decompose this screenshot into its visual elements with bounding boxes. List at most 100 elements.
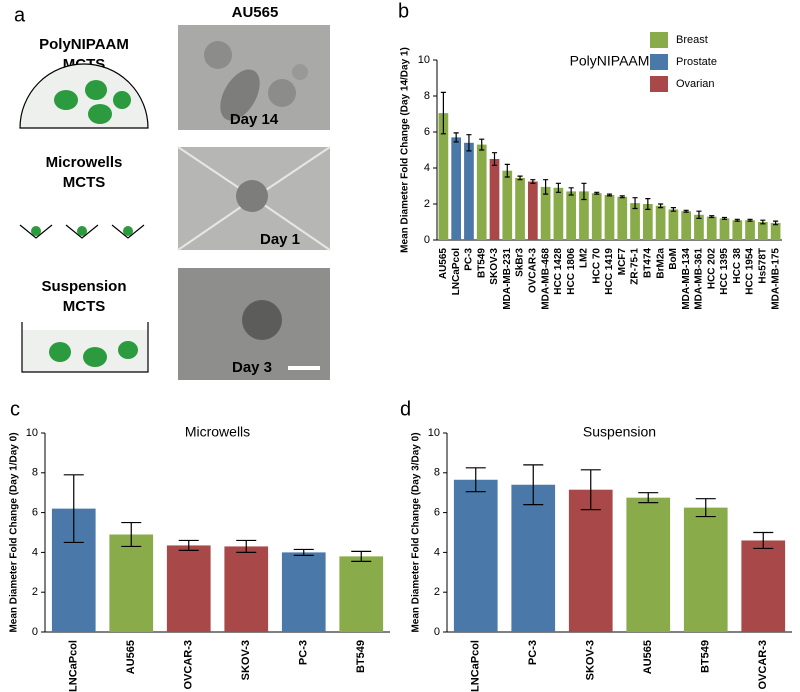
bar — [489, 159, 500, 240]
y-tick-label: 2 — [424, 198, 430, 210]
error-bar — [696, 210, 702, 219]
bar — [527, 181, 538, 240]
bar — [668, 209, 679, 240]
y-tick-label: 0 — [434, 626, 440, 638]
y-tick-label: 0 — [424, 234, 430, 246]
day-label: Day 1 — [260, 231, 300, 248]
error-bar — [465, 467, 486, 493]
error-bar — [670, 207, 676, 212]
x-tick-label: MDA-MB-468 — [540, 248, 551, 310]
day-label: Day 14 — [230, 111, 279, 128]
x-tick-label: SkBr3 — [515, 248, 526, 277]
y-tick-label: 2 — [32, 586, 38, 598]
error-bar — [638, 492, 659, 504]
error-bar — [747, 218, 753, 222]
y-tick-label: 6 — [424, 126, 430, 138]
bar — [502, 170, 513, 240]
chart-subtitle: Microwells — [185, 424, 250, 440]
x-tick-label: BT474 — [642, 248, 653, 278]
error-bar — [440, 91, 446, 135]
x-tick-label: HCC 1806 — [566, 248, 577, 295]
bar — [464, 142, 474, 240]
panel-label: c — [10, 398, 20, 420]
error-bar — [491, 152, 498, 166]
error-bar — [594, 191, 600, 195]
error-bar — [581, 182, 587, 201]
error-bar — [479, 138, 485, 151]
bar — [553, 187, 564, 240]
x-tick-label: HCC 38 — [732, 248, 743, 284]
y-axis-title: Mean Diameter Fold Change (Day 14/Day 1) — [400, 47, 411, 253]
panel-label: b — [398, 0, 409, 22]
error-bar — [760, 219, 766, 225]
y-tick-label: 6 — [32, 507, 38, 519]
x-tick-label: OVCAR-3 — [183, 640, 195, 690]
bar — [438, 113, 449, 240]
panel-label: d — [400, 398, 411, 420]
error-bar — [773, 220, 779, 226]
day-label: Day 3 — [232, 359, 272, 376]
bar — [694, 214, 704, 240]
x-tick-label: MDA-MB-134 — [681, 248, 692, 310]
error-bar — [632, 197, 638, 210]
error-bar — [543, 179, 549, 195]
x-tick-label: SKOV-3 — [489, 248, 500, 285]
error-bar — [453, 132, 459, 143]
y-tick-label: 10 — [428, 427, 440, 439]
error-bar — [63, 474, 84, 544]
row-labels: PolyNIPAAM MCTS Microwells MCTS Suspensi… — [39, 36, 129, 315]
bar — [757, 222, 768, 240]
y-axis-title: Mean Diameter Fold Change (Day 1/Day 0) — [9, 432, 20, 632]
x-tick-label: BT549 — [700, 640, 712, 673]
error-bar — [466, 134, 472, 152]
bar — [579, 191, 589, 240]
chart-subtitle: Suspension — [583, 424, 656, 440]
x-tick-label: BT549 — [355, 640, 367, 673]
error-bar — [293, 548, 314, 556]
x-tick-label: LM2 — [579, 248, 590, 268]
x-tick-label: HCC 1419 — [604, 248, 615, 295]
bar — [630, 203, 640, 240]
bar — [224, 546, 269, 632]
y-tick-label: 8 — [32, 467, 38, 479]
bar — [655, 205, 666, 240]
bar — [770, 222, 781, 240]
error-bar — [351, 550, 372, 562]
bar — [617, 196, 628, 240]
bar — [706, 216, 717, 240]
y-tick-label: 10 — [26, 427, 38, 439]
error-bar — [236, 539, 257, 553]
error-bar — [753, 531, 774, 550]
x-tick-label: BrM2a — [655, 248, 666, 279]
x-tick-label: SKOV-3 — [585, 640, 597, 680]
error-bar — [683, 209, 689, 213]
bar — [719, 218, 730, 240]
error-bar — [517, 175, 523, 181]
error-bar — [580, 469, 601, 511]
x-tick-label: PC-3 — [464, 248, 475, 271]
bar — [642, 204, 653, 240]
x-tick-label: HCC 202 — [706, 248, 717, 290]
bar — [515, 177, 525, 240]
error-bar — [523, 464, 544, 506]
error-bar — [695, 498, 716, 518]
row-label: Microwells — [46, 154, 123, 171]
x-tick-label: OVCAR-3 — [757, 640, 769, 690]
x-tick-label: HCC 1395 — [719, 248, 730, 295]
legend-label: Prostate — [676, 56, 717, 68]
error-bar — [504, 163, 510, 178]
x-tick-label: LNCaPcol — [470, 640, 482, 692]
bar — [681, 211, 692, 240]
y-tick-label: 4 — [32, 546, 38, 558]
bar — [568, 489, 613, 632]
x-tick-label: MDA-MB-175 — [770, 248, 781, 310]
y-tick-label: 10 — [418, 54, 430, 66]
x-tick-label: HCC 70 — [591, 248, 602, 284]
panel-title: AU565 — [232, 4, 279, 21]
x-tick-label: OVCAR-3 — [527, 248, 538, 293]
suspension-diagram — [21, 322, 149, 373]
bar — [683, 507, 728, 632]
x-tick-label: SKOV-3 — [240, 640, 252, 680]
bar — [511, 484, 556, 632]
error-bar — [555, 182, 561, 193]
